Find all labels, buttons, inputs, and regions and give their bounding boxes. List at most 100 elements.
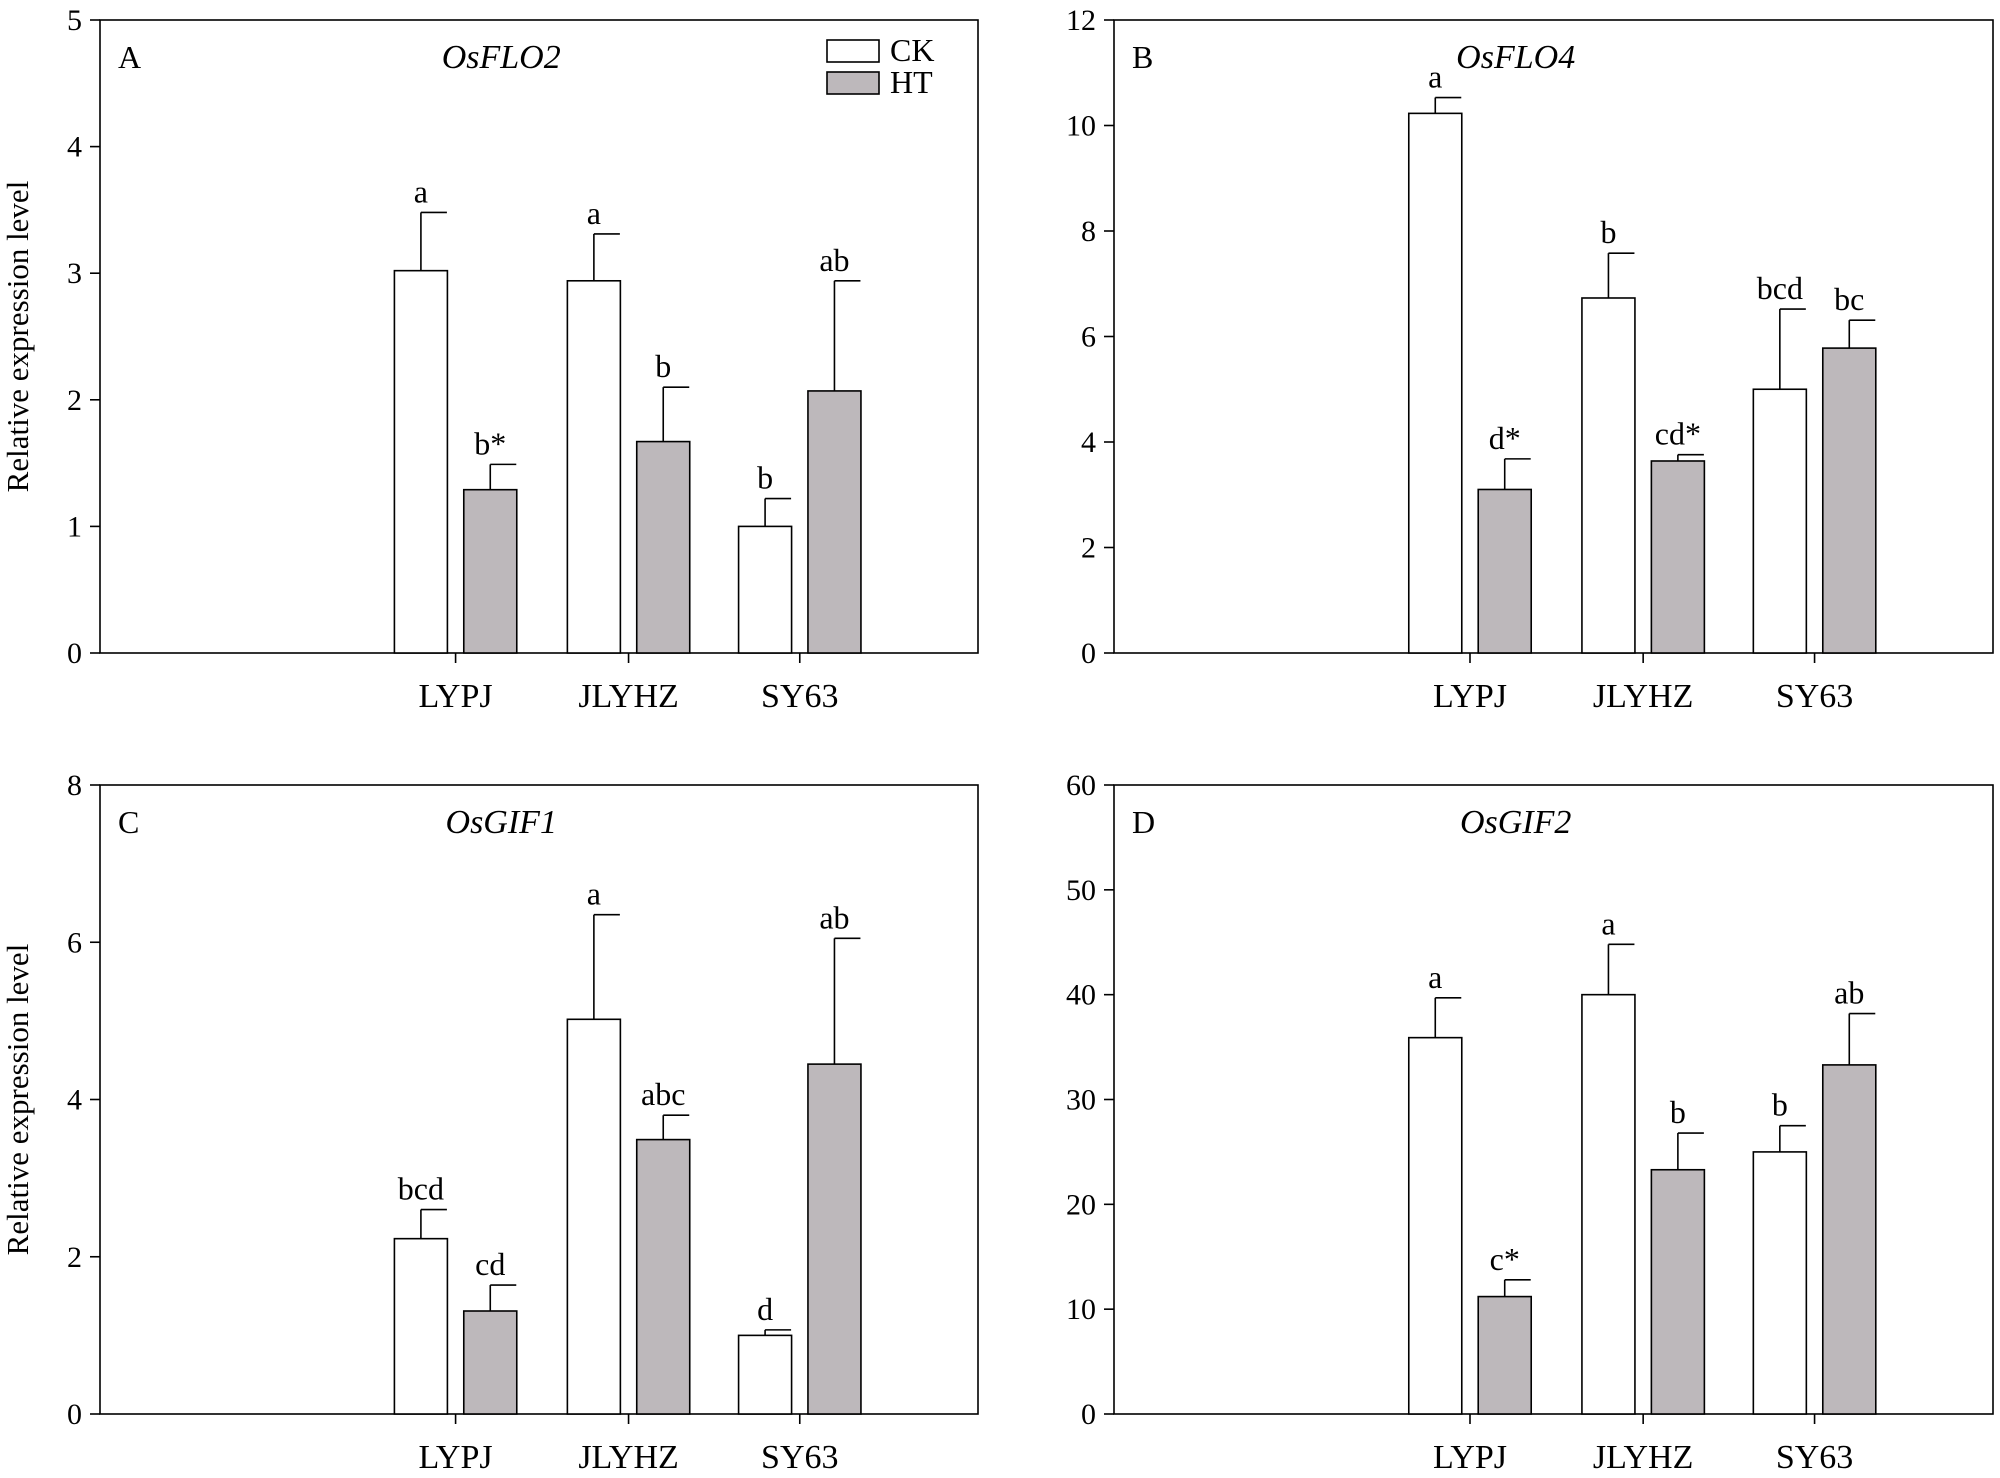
category-label: LYPJ xyxy=(419,1439,493,1476)
bar-ht xyxy=(807,1063,862,1415)
y-tick-label: 60 xyxy=(1066,769,1096,802)
significance-label: bcd xyxy=(1757,270,1803,306)
bar-ck xyxy=(1407,1036,1463,1415)
chart-panel-b: 0 2 4 6 8 10 12 B OsFLO4 LYPJ JLYHZ SY63 a b bcd d* cd* b… xyxy=(1066,4,1994,715)
bar-ht xyxy=(1477,488,1533,654)
bar-ck xyxy=(393,269,449,654)
significance-label: cd xyxy=(475,1246,505,1282)
y-axis-label: Relative expression level xyxy=(0,944,35,1256)
y-tick-label: 8 xyxy=(67,769,82,802)
y-tick-label: 2 xyxy=(1081,532,1096,565)
y-tick-label: 1 xyxy=(67,510,82,543)
y-tick-label: 5 xyxy=(67,4,82,37)
significance-label: a xyxy=(1428,59,1442,95)
category-label: SY63 xyxy=(1776,1439,1853,1476)
legend-swatch-ht xyxy=(826,71,880,95)
bar-ht xyxy=(1650,1168,1706,1415)
category-label: JLYHZ xyxy=(578,678,678,715)
chart-panel-a: 0 1 2 3 4 5 Relative expression level A OsFLO2 LY… xyxy=(0,4,979,715)
significance-label: ab xyxy=(819,899,849,935)
significance-label: b xyxy=(1670,1094,1686,1130)
y-tick-label: 50 xyxy=(1066,874,1096,907)
y-tick-label: 3 xyxy=(67,257,82,290)
significance-label: abc xyxy=(641,1076,685,1112)
chart-panel-c: 0 2 4 6 8 Relative expression level C OsGIF1 LYP… xyxy=(0,769,979,1476)
category-label: LYPJ xyxy=(419,678,493,715)
bar-ht xyxy=(462,488,518,654)
significance-label: d xyxy=(757,1291,773,1327)
y-tick-label: 40 xyxy=(1066,979,1096,1012)
bar-ck xyxy=(1581,993,1636,1415)
bar-ht xyxy=(462,1310,518,1415)
panel-letter: B xyxy=(1132,39,1153,75)
bar-ht xyxy=(1477,1295,1533,1415)
significance-label: bc xyxy=(1834,281,1864,317)
panel-letter: D xyxy=(1132,804,1155,840)
plot-frame xyxy=(99,19,979,654)
y-tick-label: 8 xyxy=(1081,215,1096,248)
y-tick-label: 4 xyxy=(67,131,82,164)
significance-label: a xyxy=(587,195,601,231)
y-tick-label: 0 xyxy=(67,1398,82,1431)
bar-ck xyxy=(737,1334,793,1415)
y-axis-label: Relative expression level xyxy=(0,181,35,493)
y-tick-label: 30 xyxy=(1066,1084,1096,1117)
bar-ck xyxy=(566,279,622,654)
significance-label: a xyxy=(1428,959,1442,995)
panel-letter: A xyxy=(118,39,141,75)
significance-label: b xyxy=(1600,214,1616,250)
y-tick-label: 0 xyxy=(67,637,82,670)
bar-ht xyxy=(807,390,862,654)
bar-ck xyxy=(1752,388,1808,654)
panel-title: OsFLO4 xyxy=(1456,39,1575,76)
category-label: JLYHZ xyxy=(578,1439,678,1476)
y-tick-label: 12 xyxy=(1066,4,1096,37)
legend-swatch-ck xyxy=(826,39,880,63)
bar-ck xyxy=(566,1018,622,1415)
y-tick-label: 10 xyxy=(1066,110,1096,143)
bar-ht xyxy=(1821,347,1877,654)
legend-label-ht: HT xyxy=(890,64,933,100)
y-tick-label: 0 xyxy=(1081,637,1096,670)
significance-label: ab xyxy=(819,242,849,278)
significance-label: b xyxy=(655,348,671,384)
legend-label-ck: CK xyxy=(890,32,934,68)
bar-ck xyxy=(393,1237,449,1415)
category-label: LYPJ xyxy=(1433,678,1507,715)
category-label: JLYHZ xyxy=(1593,1439,1693,1476)
category-label: SY63 xyxy=(761,678,838,715)
bar-ht xyxy=(1821,1064,1877,1415)
y-tick-label: 2 xyxy=(67,1241,82,1274)
significance-label: cd* xyxy=(1655,416,1701,452)
y-tick-label: 2 xyxy=(67,384,82,417)
bar-ck xyxy=(1581,297,1636,654)
y-tick-label: 6 xyxy=(1081,321,1096,354)
significance-label: d* xyxy=(1489,420,1521,456)
significance-label: b xyxy=(757,460,773,496)
bar-ht xyxy=(635,440,691,654)
significance-label: c* xyxy=(1490,1241,1520,1277)
y-tick-label: 20 xyxy=(1066,1188,1096,1221)
significance-label: a xyxy=(1601,905,1615,941)
significance-label: a xyxy=(414,173,428,209)
significance-label: bcd xyxy=(398,1171,444,1207)
y-tick-label: 10 xyxy=(1066,1293,1096,1326)
category-label: JLYHZ xyxy=(1593,678,1693,715)
panel-title: OsGIF2 xyxy=(1460,804,1571,841)
y-tick-label: 4 xyxy=(67,1084,82,1117)
bar-ht xyxy=(635,1138,691,1415)
y-tick-label: 6 xyxy=(67,926,82,959)
significance-label: b* xyxy=(474,425,506,461)
bar-ck xyxy=(1407,112,1463,654)
significance-label: ab xyxy=(1834,975,1864,1011)
bar-ht xyxy=(1650,460,1706,654)
category-label: LYPJ xyxy=(1433,1439,1507,1476)
y-tick-label: 0 xyxy=(1081,1398,1096,1431)
category-label: SY63 xyxy=(1776,678,1853,715)
significance-label: b xyxy=(1772,1087,1788,1123)
panel-letter: C xyxy=(118,804,139,840)
significance-label: a xyxy=(587,876,601,912)
